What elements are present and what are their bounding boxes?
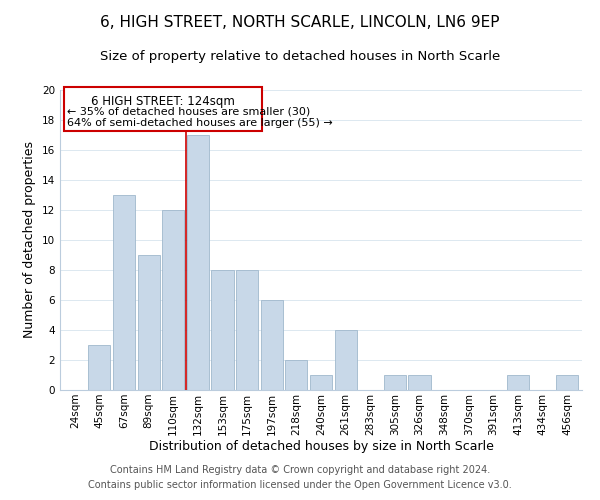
Text: 64% of semi-detached houses are larger (55) →: 64% of semi-detached houses are larger (… [67, 118, 333, 128]
Text: 6, HIGH STREET, NORTH SCARLE, LINCOLN, LN6 9EP: 6, HIGH STREET, NORTH SCARLE, LINCOLN, L… [100, 15, 500, 30]
Bar [137, 255, 160, 390]
Bar [507, 375, 529, 390]
Bar [187, 135, 209, 390]
Bar [335, 330, 357, 390]
Bar [211, 270, 233, 390]
Bar [162, 210, 184, 390]
Bar [556, 375, 578, 390]
Bar [310, 375, 332, 390]
Text: ← 35% of detached houses are smaller (30): ← 35% of detached houses are smaller (30… [67, 106, 311, 117]
Text: Contains HM Land Registry data © Crown copyright and database right 2024.
Contai: Contains HM Land Registry data © Crown c… [88, 465, 512, 490]
FancyBboxPatch shape [64, 87, 262, 131]
X-axis label: Distribution of detached houses by size in North Scarle: Distribution of detached houses by size … [149, 440, 493, 454]
Bar [409, 375, 431, 390]
Text: Size of property relative to detached houses in North Scarle: Size of property relative to detached ho… [100, 50, 500, 63]
Bar [236, 270, 258, 390]
Bar [88, 345, 110, 390]
Bar [260, 300, 283, 390]
Text: 6 HIGH STREET: 124sqm: 6 HIGH STREET: 124sqm [91, 95, 235, 108]
Y-axis label: Number of detached properties: Number of detached properties [23, 142, 37, 338]
Bar [113, 195, 135, 390]
Bar [384, 375, 406, 390]
Bar [285, 360, 307, 390]
